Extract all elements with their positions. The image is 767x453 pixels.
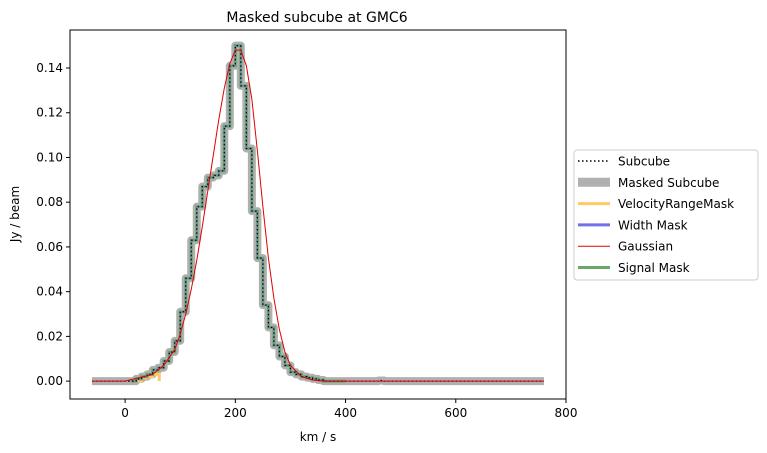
series-masked-subcube	[92, 41, 544, 386]
axes-frame	[69, 29, 567, 400]
y-tick-label: 0.06	[36, 240, 63, 254]
series-width-mask	[130, 45, 346, 382]
y-axis-label: Jy / beam	[8, 186, 22, 243]
y-tick-label: 0.08	[36, 195, 63, 209]
plot-area	[92, 41, 544, 386]
x-tick-label: 800	[555, 406, 578, 420]
y-tick-label: 0.04	[36, 285, 63, 299]
legend-label: Signal Mask	[618, 261, 690, 275]
legend: Subcube Masked Subcube VelocityRangeMask Wi…	[573, 149, 759, 281]
y-tick-label: 0.10	[36, 150, 63, 164]
series-subcube	[92, 45, 544, 382]
legend-box	[573, 149, 759, 281]
series-gaussian	[92, 49, 544, 382]
legend-label: Gaussian	[618, 240, 673, 254]
x-tick-label: 0	[121, 406, 129, 420]
y-tick-label: 0.12	[36, 106, 63, 120]
y-tick-label: 0.14	[36, 61, 63, 75]
y-tick-label: 0.02	[36, 329, 63, 343]
x-tick-label: 200	[224, 406, 247, 420]
legend-label: Width Mask	[618, 218, 688, 232]
y-tick-label: 0.00	[36, 374, 63, 388]
series-signal-mask	[130, 44, 346, 383]
x-tick-label: 400	[334, 406, 357, 420]
x-tick-label: 600	[444, 406, 467, 420]
x-axis-label: km / s	[300, 430, 337, 444]
x-axis: 0 200 400 600 800	[121, 399, 577, 420]
legend-label: Masked Subcube	[618, 176, 719, 190]
y-axis: 0.00 0.02 0.04 0.06 0.08 0.10 0.12 0.14	[36, 61, 70, 388]
chart-title: Masked subcube at GMC6	[226, 10, 407, 26]
legend-label: VelocityRangeMask	[618, 197, 734, 211]
legend-label: Subcube	[618, 155, 670, 169]
